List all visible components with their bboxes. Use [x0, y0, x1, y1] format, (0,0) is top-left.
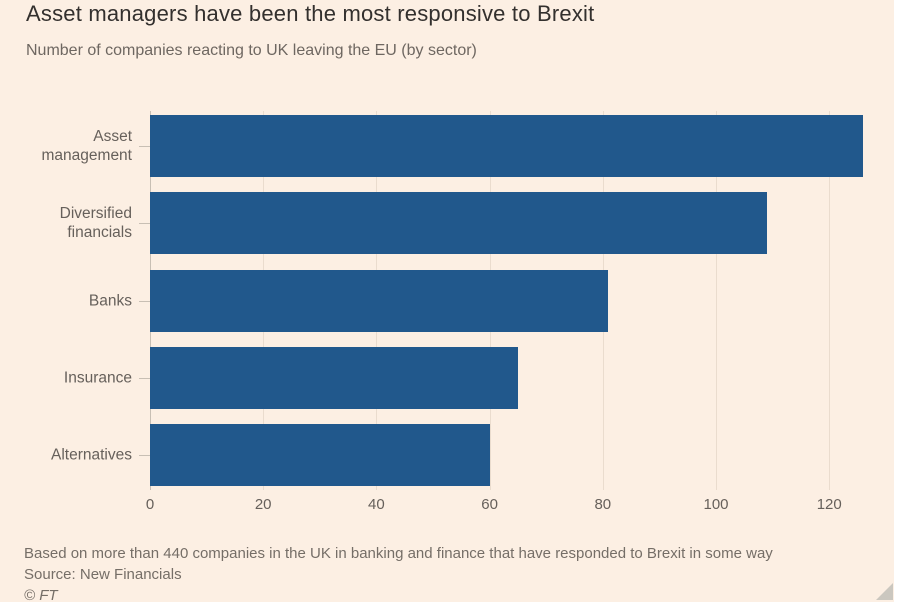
copyright-text: © FT: [24, 587, 58, 602]
category-tick-banks: [139, 301, 150, 302]
chart-subtitle: Number of companies reacting to UK leavi…: [26, 42, 477, 59]
source-text: Source: New Financials: [24, 566, 182, 583]
bar-insurance: [150, 347, 518, 409]
x-tick-label-60: 60: [481, 496, 498, 513]
x-tick-label-0: 0: [145, 496, 155, 513]
category-label-insurance: Insurance: [63, 369, 132, 387]
bar-diversified-financials: [150, 192, 767, 254]
bar-banks: [150, 270, 609, 332]
category-label-banks: Banks: [88, 292, 132, 310]
x-tick-label-20: 20: [254, 496, 272, 513]
x-tick-label-80: 80: [594, 496, 612, 513]
chart-footer: Based on more than 440 companies in the …: [24, 543, 773, 602]
category-label-asset-management: Asset management: [41, 128, 132, 164]
category-tick-insurance: [139, 378, 150, 379]
category-label-alternatives: Alternatives: [51, 446, 132, 464]
category-tick-alternatives: [139, 455, 150, 456]
x-tick-label-40: 40: [368, 496, 385, 513]
gridline-120: [829, 111, 831, 490]
category-tick-diversified-financials: [139, 223, 150, 224]
gridline-100: [716, 111, 717, 490]
plot-area: [150, 111, 866, 490]
bar-alternatives: [150, 424, 490, 486]
resize-handle-icon[interactable]: [876, 583, 893, 600]
x-tick-label-120: 120: [816, 496, 842, 513]
x-tick-label-100: 100: [703, 496, 729, 513]
category-label-diversified-financials: Diversified financials: [59, 205, 132, 241]
chart-title: Asset managers have been the most respon…: [26, 1, 595, 26]
category-tick-asset-management: [139, 146, 150, 147]
footnote-text: Based on more than 440 companies in the …: [24, 545, 773, 562]
bar-asset-management: [150, 115, 864, 177]
